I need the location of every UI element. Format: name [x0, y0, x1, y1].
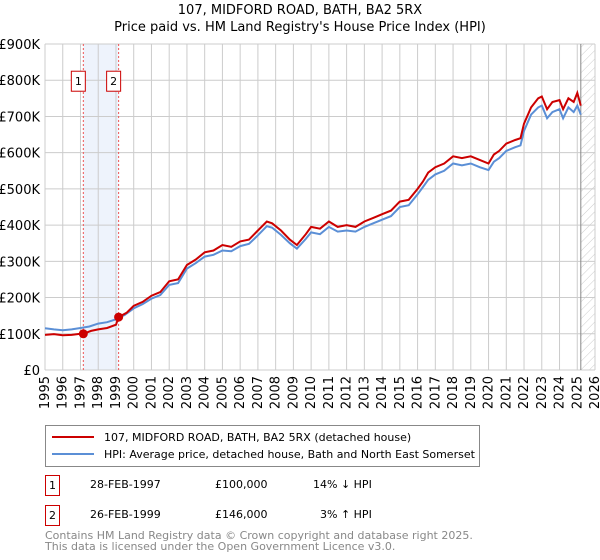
x-tick-label: 2003	[180, 376, 195, 409]
x-tick-label: 2022	[517, 376, 532, 409]
legend-swatch-red	[52, 436, 94, 438]
y-tick-label: £700K	[0, 110, 40, 125]
x-tick-label: 2017	[428, 376, 443, 409]
property-price-line	[44, 89, 582, 337]
legend-swatch-blue	[52, 453, 94, 455]
sale-point	[78, 329, 88, 339]
x-tick-label: 2000	[127, 376, 142, 409]
x-tick-label: 2014	[375, 376, 390, 409]
x-tick-label: 2026	[588, 376, 600, 409]
marker-badge: 1	[45, 475, 60, 496]
transaction-date: 26-FEB-1999	[90, 508, 161, 521]
x-tick-label: 2021	[499, 376, 514, 409]
x-tick-label: 1999	[109, 376, 124, 409]
sale-label: 1	[75, 75, 82, 88]
legend-label: 107, MIDFORD ROAD, BATH, BA2 5RX (detach…	[104, 430, 412, 444]
transaction-hpi: 14% ↓ HPI	[313, 478, 372, 491]
transaction-row: 1 28-FEB-1997 £100,000 14% ↓ HPI	[45, 475, 545, 497]
y-tick-label: £200K	[0, 292, 40, 307]
x-tick-label: 1996	[56, 376, 71, 409]
y-tick-label: £600K	[0, 147, 40, 162]
x-tick-label: 2023	[535, 376, 550, 409]
x-tick-label: 1995	[38, 376, 53, 409]
x-tick-label: 2019	[464, 376, 479, 409]
sale-label-box	[106, 70, 122, 92]
x-tick-label: 2016	[411, 376, 426, 409]
transaction-price: £146,000	[215, 508, 268, 521]
x-tick-label: 2015	[393, 376, 408, 409]
x-tick-label: 2018	[446, 376, 461, 409]
x-tick-label: 1997	[73, 376, 88, 409]
footer: Contains HM Land Registry data © Crown c…	[45, 530, 473, 552]
y-tick-label: £800K	[0, 74, 40, 89]
sale-period-shading	[83, 44, 119, 370]
x-tick-label: 2012	[340, 376, 355, 409]
y-tick-label: £500K	[0, 183, 40, 198]
x-tick-label: 2002	[162, 376, 177, 409]
x-tick-label: 2004	[198, 376, 213, 409]
sale-label-box	[70, 70, 86, 92]
x-tick-label: 2011	[322, 376, 337, 409]
y-tick-label: £400K	[0, 219, 40, 234]
x-tick-label: 2006	[233, 376, 248, 409]
transaction-price: £100,000	[215, 478, 268, 491]
x-tick-label: 2013	[357, 376, 372, 409]
x-tick-label: 2007	[251, 376, 266, 409]
y-tick-label: £0	[23, 364, 40, 379]
chart-subtitle: Price paid vs. HM Land Registry's House …	[114, 20, 486, 35]
y-tick-label: £300K	[0, 255, 40, 270]
legend-item-hpi: HPI: Average price, detached house, Bath…	[46, 446, 475, 462]
x-tick-label: 2020	[482, 376, 497, 409]
footer-copyright: Contains HM Land Registry data © Crown c…	[45, 529, 473, 542]
transaction-row: 2 26-FEB-1999 £146,000 3% ↑ HPI	[45, 505, 545, 527]
x-tick-label: 2008	[269, 376, 284, 409]
legend-label: HPI: Average price, detached house, Bath…	[104, 447, 475, 461]
marker-badge: 2	[45, 505, 60, 526]
transaction-hpi: 3% ↑ HPI	[320, 508, 372, 521]
x-tick-label: 2001	[144, 376, 159, 409]
price-chart: £0 £100K £200K £300K £400K £500K £600K £700K £80…	[0, 38, 600, 409]
y-tick-label: £900K	[0, 38, 40, 53]
sale-point	[114, 312, 124, 322]
transaction-date: 28-FEB-1997	[90, 478, 161, 491]
x-tick-label: 2005	[215, 376, 230, 409]
footer-license: This data is licensed under the Open Gov…	[45, 540, 396, 553]
forecast-hatch	[580, 44, 595, 370]
sale-label: 2	[110, 75, 117, 88]
x-tick-label: 2025	[570, 376, 585, 409]
chart-title: 107, MIDFORD ROAD, BATH, BA2 5RX	[177, 3, 423, 18]
x-tick-label: 2024	[553, 376, 568, 409]
legend-item-property: 107, MIDFORD ROAD, BATH, BA2 5RX (detach…	[46, 429, 411, 445]
x-tick-label: 1998	[91, 376, 106, 409]
legend: 107, MIDFORD ROAD, BATH, BA2 5RX (detach…	[45, 425, 480, 467]
y-tick-label: £100K	[0, 328, 40, 343]
x-tick-label: 2010	[304, 376, 319, 409]
hpi-line	[44, 103, 582, 332]
x-tick-label: 2009	[286, 376, 301, 409]
